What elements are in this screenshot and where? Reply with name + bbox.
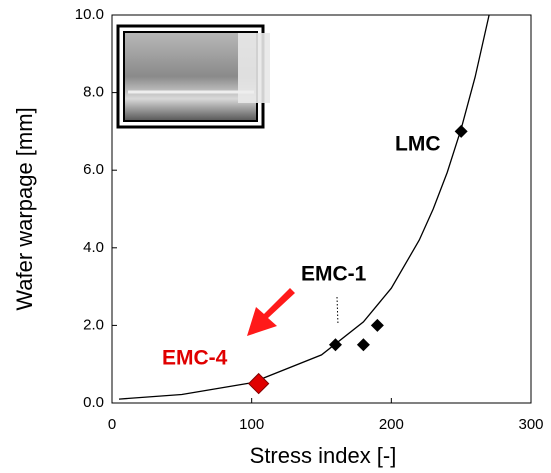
- y-tick-label: 4.0: [83, 239, 104, 256]
- y-axis-title: Wafer warpage [mm]: [12, 107, 37, 310]
- y-tick-label: 6.0: [83, 161, 104, 178]
- diamond-marker: [455, 125, 468, 138]
- x-tick-label: 300: [518, 416, 543, 433]
- y-tick-label: 8.0: [83, 84, 104, 101]
- inset-photo: [118, 26, 270, 127]
- chart: LMC EMC-1 EMC-4 Stress index [-] Wafer w…: [0, 0, 551, 473]
- leader-line: [337, 297, 338, 325]
- y-tick-label: 2.0: [83, 316, 104, 333]
- x-tick-label: 200: [379, 416, 404, 433]
- diamond-marker: [357, 338, 370, 351]
- diamond-marker: [371, 319, 384, 332]
- annotation: EMC-1: [301, 263, 367, 286]
- y-tick-label: 0.0: [83, 394, 104, 411]
- x-axis-title: Stress index [-]: [250, 443, 397, 468]
- x-tick-label: 100: [239, 416, 264, 433]
- arrow: [247, 288, 295, 336]
- annotation: LMC: [395, 133, 441, 156]
- y-tick-label: 10.0: [75, 6, 104, 23]
- annotation: EMC-4: [162, 347, 228, 370]
- x-tick-label: 0: [108, 416, 116, 433]
